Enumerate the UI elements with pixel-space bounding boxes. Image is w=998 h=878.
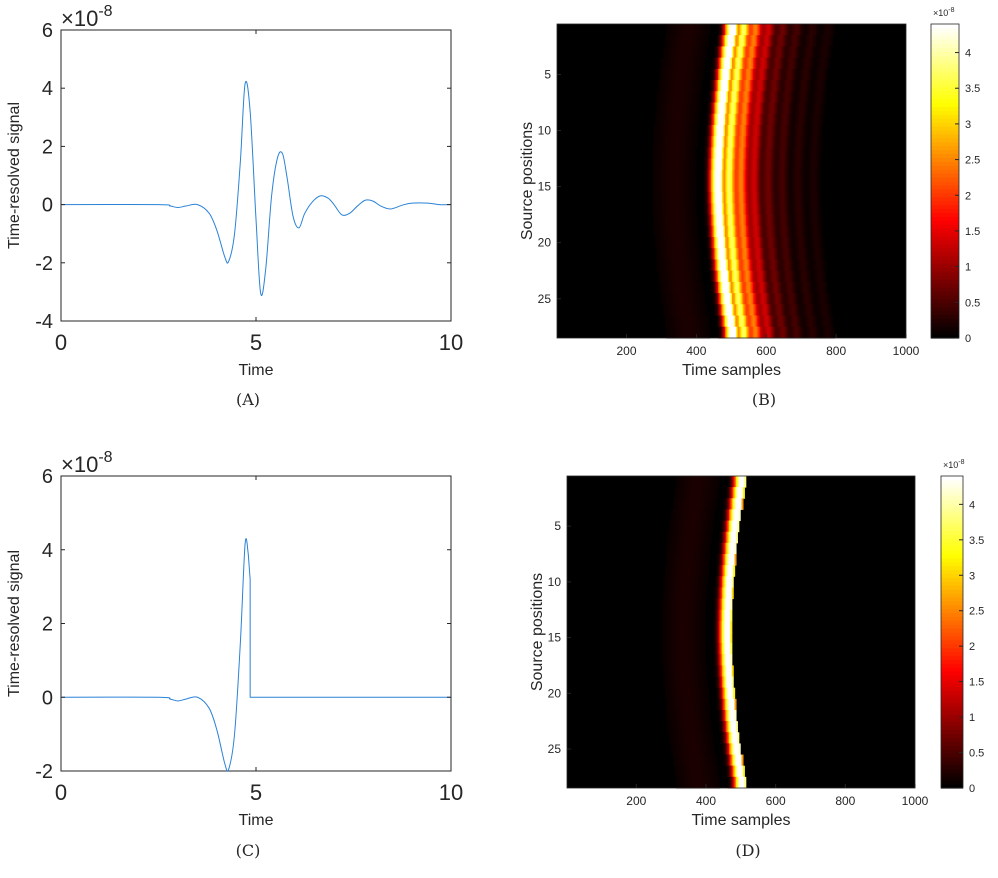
- y-axis-label: Source positions: [519, 122, 536, 240]
- y-tick-label: 25: [538, 292, 552, 306]
- y-tick-label: 20: [548, 686, 562, 700]
- colorbar: 0 0.5 1 1.5 2 2.5 3 3.5 4 ×10-8: [940, 459, 984, 795]
- y-axis-label: Time-resolved signal: [6, 550, 23, 697]
- x-tick-label: 0: [55, 330, 67, 355]
- colorbar-tick-label: 4: [969, 499, 975, 511]
- colorbar-exponent-power: -8: [948, 7, 954, 14]
- heatmap-cells: [652, 24, 835, 339]
- heatmap-cells: [662, 476, 747, 789]
- colorbar-tick-label: 0.5: [965, 297, 980, 309]
- plot-axes-box: [60, 475, 452, 772]
- y-tick-label: 10: [548, 575, 562, 589]
- y-tick-label: 15: [548, 631, 562, 645]
- colorbar-exponent-label: ×10-8: [933, 7, 955, 18]
- plot-axes-box: [556, 23, 907, 339]
- y-axis-label: Source positions: [529, 573, 546, 691]
- colorbar: 0 0.5 1 1.5 2 2.5 3 3.5 4 ×10-8: [930, 7, 980, 345]
- colorbar-tick-label: 1.5: [965, 226, 980, 238]
- y-tick-label: 2: [42, 614, 53, 636]
- y-tick-label: -2: [35, 761, 53, 783]
- colorbar-tick-label: 4: [965, 48, 971, 60]
- panel-a: 0 5 10 -4 -2 0 2 4 6 Time Time-resolved signal ×10-…: [6, 3, 463, 379]
- y-tick-label: 5: [544, 67, 551, 81]
- colorbar-tick-label: 3.5: [969, 535, 984, 547]
- y-tick-label: 10: [538, 124, 552, 138]
- x-tick-label: 5: [250, 330, 262, 355]
- colorbar-exponent-label: ×10-8: [943, 459, 965, 470]
- caption-a: (A): [236, 390, 260, 409]
- colorbar-box: [930, 23, 960, 339]
- x-axis-label: Time samples: [682, 362, 781, 379]
- x-axis-label: Time samples: [692, 812, 791, 829]
- x-tick-label: 1000: [893, 344, 920, 358]
- caption-d: (D): [735, 841, 760, 860]
- y-tick-label: 0: [42, 687, 53, 709]
- y-exponent-label: ×10-8: [61, 449, 113, 477]
- y-tick-label: 4: [42, 78, 53, 100]
- caption-c: (C): [236, 841, 261, 860]
- x-axis-label: Time: [239, 812, 274, 829]
- x-tick-label: 200: [617, 344, 637, 358]
- x-tick-label: 10: [439, 330, 463, 355]
- colorbar-tick-label: 2.5: [969, 606, 984, 618]
- y-exponent-label: ×10-8: [61, 3, 113, 31]
- y-tick-label: 4: [42, 540, 53, 562]
- y-exponent-power: -8: [98, 3, 112, 20]
- heatmap-background: [567, 476, 915, 788]
- colorbar-tick-label: 1.5: [969, 677, 984, 689]
- caption-b: (B): [752, 390, 776, 409]
- colorbar-tick-label: 0.5: [969, 748, 984, 760]
- x-tick-label: 800: [835, 794, 855, 808]
- y-tick-label: 2: [42, 136, 53, 158]
- x-tick-label: 1000: [902, 794, 929, 808]
- y-tick-label: -2: [35, 253, 53, 275]
- y-tick-label: -4: [35, 311, 53, 333]
- y-tick-label: 6: [42, 20, 53, 42]
- x-tick-label: 800: [826, 344, 846, 358]
- y-tick-label: 0: [42, 195, 53, 217]
- y-tick-label: 20: [538, 236, 552, 250]
- x-tick-label: 600: [766, 794, 786, 808]
- colorbar-tick-label: 3: [969, 570, 975, 582]
- x-tick-label: 10: [439, 780, 463, 805]
- x-tick-label: 400: [696, 794, 716, 808]
- plot-axes-box: [566, 475, 916, 789]
- plot-axes-box: [60, 29, 452, 322]
- colorbar-tick-label: 2: [969, 641, 975, 653]
- y-tick-label: 5: [554, 519, 561, 533]
- x-tick-label: 5: [250, 780, 262, 805]
- colorbar-tick-label: 3: [965, 119, 971, 131]
- y-tick-label: 15: [538, 180, 552, 194]
- y-exponent-power: -8: [98, 449, 112, 466]
- colorbar-tick-label: 0: [969, 783, 975, 795]
- signal-line: [60, 538, 451, 772]
- y-tick-label: 6: [42, 466, 53, 488]
- colorbar-box: [940, 475, 964, 789]
- signal-line: [60, 81, 452, 296]
- colorbar-tick-label: 2: [965, 190, 971, 202]
- x-tick-label: 200: [626, 794, 646, 808]
- x-tick-label: 0: [55, 780, 67, 805]
- x-tick-label: 600: [756, 344, 776, 358]
- colorbar-exponent-power: -8: [958, 459, 964, 466]
- colorbar-tick-label: 2.5: [965, 155, 980, 167]
- x-axis-label: Time: [239, 362, 274, 379]
- colorbar-tick-label: 3.5: [965, 83, 980, 95]
- y-axis-label: Time-resolved signal: [6, 102, 23, 249]
- colorbar-tick-label: 1: [969, 712, 975, 724]
- x-tick-label: 400: [686, 344, 706, 358]
- colorbar-tick-label: 0: [965, 333, 971, 345]
- colorbar-tick-label: 1: [965, 262, 971, 274]
- y-tick-label: 25: [548, 742, 562, 756]
